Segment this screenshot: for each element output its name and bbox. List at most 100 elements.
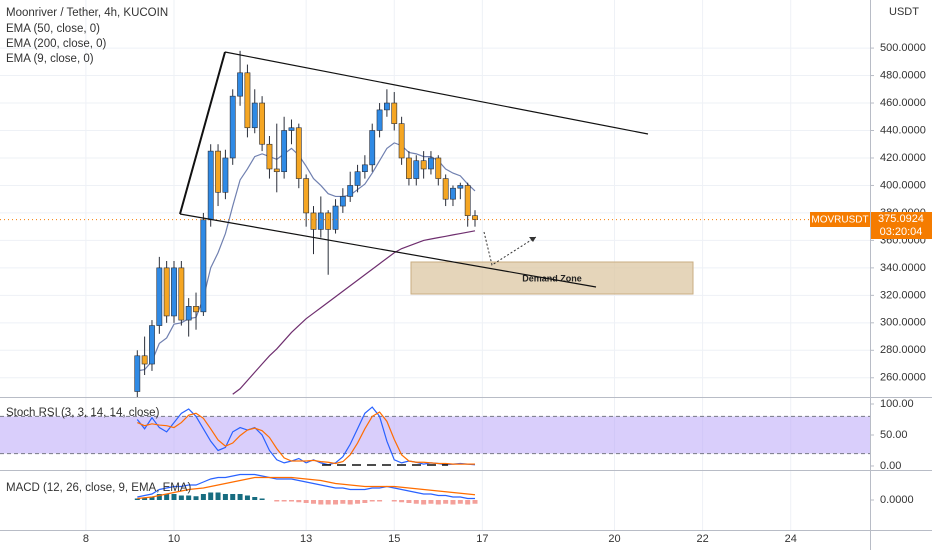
- histogram-bar: [421, 500, 427, 505]
- candle-body: [435, 157, 442, 179]
- histogram-bar: [178, 495, 184, 500]
- histogram-bar: [333, 500, 339, 505]
- demand-zone-label: Demand Zone: [522, 273, 582, 283]
- y-tick-label: 280.0000: [880, 344, 926, 356]
- y-tick-label: 400.0000: [880, 179, 926, 191]
- candle-body: [420, 160, 427, 170]
- indicator-legend: EMA (50, close, 0): [6, 23, 100, 35]
- histogram-bar: [465, 500, 471, 505]
- candle-body: [428, 157, 434, 170]
- histogram-bar: [171, 494, 177, 500]
- candle-body: [251, 102, 258, 129]
- histogram-bar: [134, 498, 140, 500]
- candle-body: [406, 157, 412, 179]
- indicator-line: [137, 476, 476, 500]
- candle-body: [259, 102, 266, 145]
- symbol-label: MOVRUSDT: [811, 215, 868, 226]
- price-box: [871, 212, 932, 239]
- x-tick-label: 15: [388, 533, 400, 545]
- y-tick-label: 420.0000: [880, 152, 926, 164]
- histogram-bar: [450, 500, 456, 505]
- candle-body: [141, 355, 148, 365]
- y-tick-label: 500.0000: [880, 42, 926, 54]
- histogram-bar: [230, 494, 236, 500]
- candle-body: [376, 109, 383, 131]
- candle-body: [383, 102, 390, 111]
- trend-line: [179, 213, 597, 288]
- x-tick-label: 22: [696, 533, 708, 545]
- histogram-bar: [200, 494, 206, 500]
- histogram-bar: [156, 494, 162, 500]
- candle-body: [207, 150, 214, 221]
- arrow-head: [529, 237, 536, 242]
- histogram-bar: [428, 500, 434, 504]
- histogram-bar: [472, 500, 478, 504]
- histogram-bar: [406, 500, 412, 503]
- candle-body: [178, 267, 185, 321]
- indicator-legend: EMA (9, close, 0): [6, 53, 94, 65]
- histogram-bar: [193, 496, 199, 500]
- candle-body: [244, 72, 251, 129]
- histogram-bar: [340, 500, 346, 504]
- y-tick-label: 320.0000: [880, 289, 926, 301]
- grid: [0, 0, 870, 530]
- candle-body: [149, 325, 155, 365]
- histogram-bar: [288, 500, 294, 502]
- candle-body: [229, 95, 236, 159]
- x-tick-label: 8: [83, 533, 89, 545]
- candle-body: [325, 212, 332, 230]
- histogram-bar: [355, 500, 361, 504]
- x-tick-label: 13: [300, 533, 312, 545]
- histogram-bar: [325, 500, 331, 505]
- histogram-bar: [208, 492, 214, 500]
- y-tick-label: 50.00: [880, 429, 908, 441]
- x-tick-label: 24: [785, 533, 797, 545]
- histogram-bar: [237, 494, 243, 500]
- histogram-bar: [252, 497, 258, 500]
- symbol-box: [810, 212, 870, 227]
- histogram-bar: [274, 500, 280, 502]
- histogram-bar: [281, 500, 287, 502]
- candle-body: [369, 130, 376, 166]
- currency-label: USDT: [889, 6, 919, 18]
- candle-body: [193, 306, 199, 313]
- stoch-title: Stoch RSI (3, 3, 14, 14, close): [6, 407, 160, 419]
- histogram-bar: [259, 498, 265, 500]
- stoch-band: [0, 416, 870, 454]
- histogram-bar: [362, 500, 368, 503]
- currency-box: [885, 5, 921, 19]
- x-tick-label: 20: [608, 533, 620, 545]
- candle-body: [295, 127, 302, 179]
- candle-body: [200, 219, 207, 313]
- x-tick-label: 10: [168, 533, 180, 545]
- candle-body: [281, 130, 288, 173]
- histogram-bar: [399, 500, 405, 503]
- candle-body: [347, 185, 354, 197]
- y-tick-label: 0.0000: [880, 494, 914, 506]
- y-tick-label: 100.00: [880, 398, 914, 410]
- last-price: 375.0924: [878, 213, 924, 225]
- x-tick-label: 17: [476, 533, 488, 545]
- demand-zone: [410, 261, 694, 295]
- candle-body: [310, 212, 317, 230]
- y-tick-label: 260.0000: [880, 372, 926, 384]
- candle-body: [391, 102, 398, 124]
- candle-body: [237, 72, 243, 97]
- y-tick-label: 340.0000: [880, 262, 926, 274]
- candle-body: [185, 306, 192, 321]
- histogram-bar: [318, 500, 324, 505]
- candle-body: [464, 185, 471, 216]
- histogram-bar: [443, 500, 449, 504]
- candle-body: [134, 355, 141, 392]
- candle-body: [472, 215, 478, 220]
- candle-body: [457, 185, 464, 189]
- candle-body: [273, 168, 280, 173]
- candle-body: [361, 164, 368, 173]
- candle-body: [163, 267, 170, 317]
- countdown: 03:20:04: [880, 226, 923, 238]
- candle-body: [222, 157, 229, 193]
- histogram-bar: [391, 500, 397, 502]
- candle-body: [215, 150, 221, 193]
